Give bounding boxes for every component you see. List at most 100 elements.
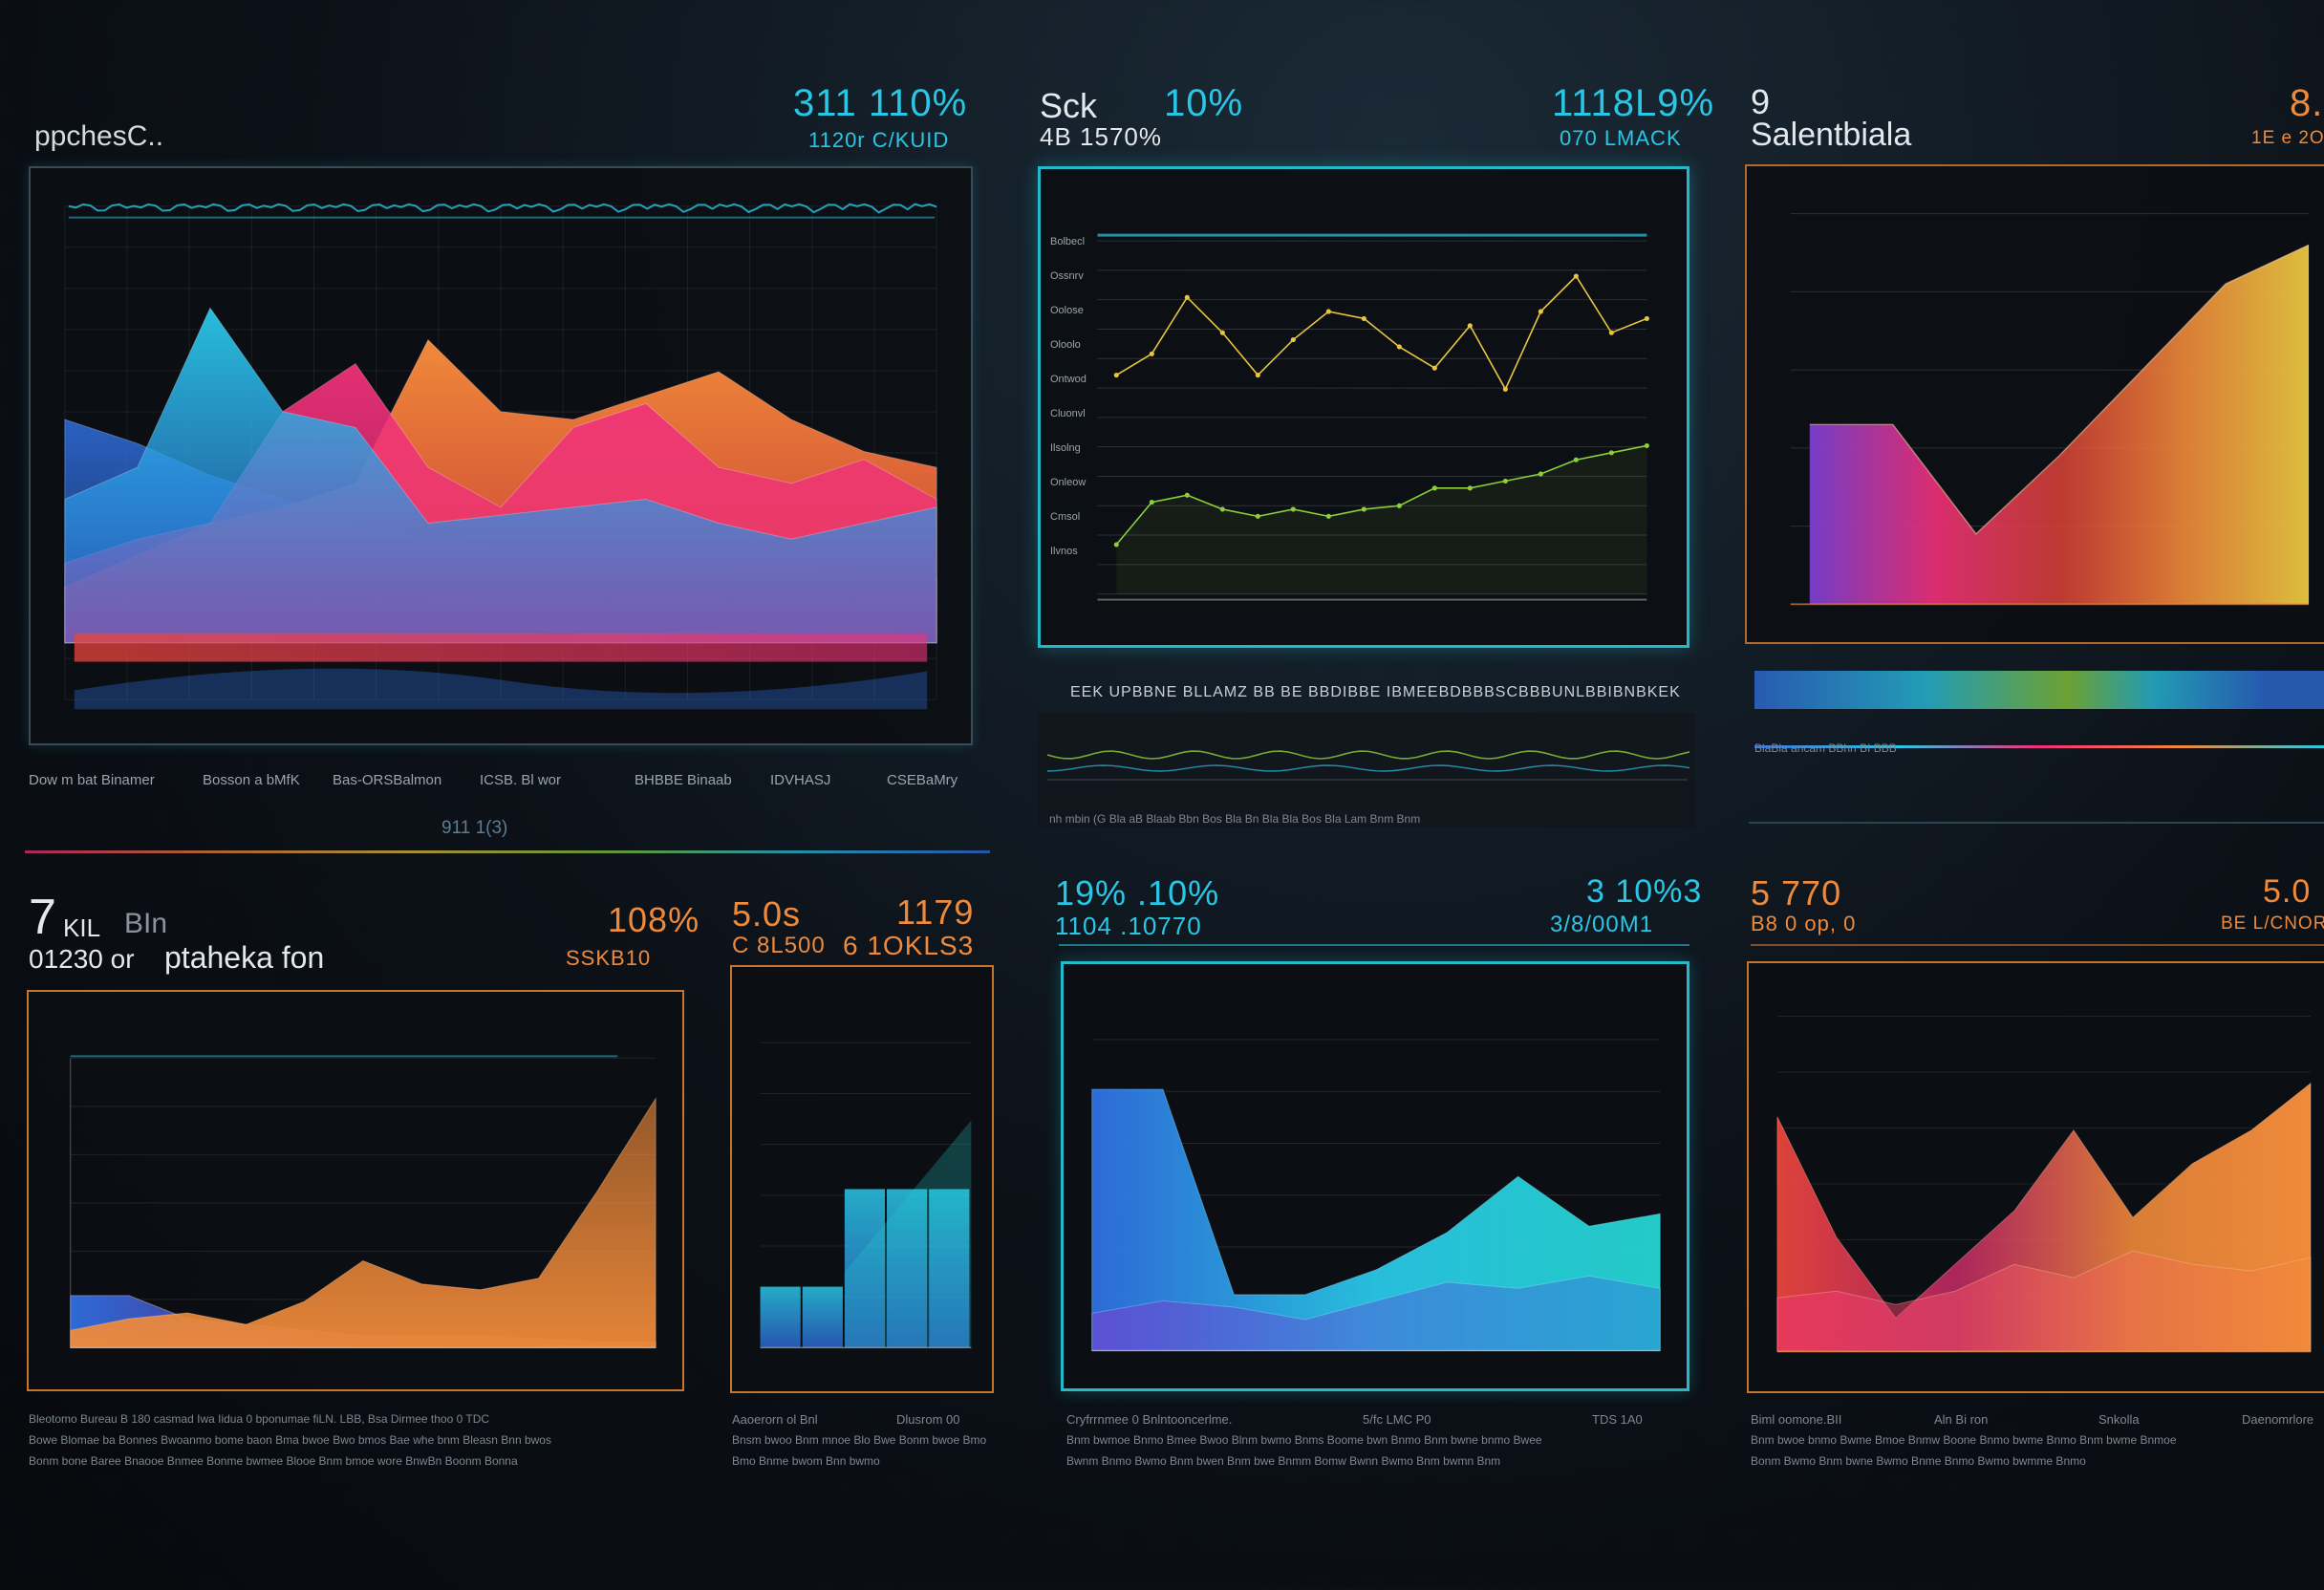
section-divider — [1749, 822, 2324, 824]
chart-panel-bottom-b[interactable] — [730, 965, 994, 1393]
panel-title: ptaheka fon — [164, 940, 325, 975]
row-label: Cluonvl — [1050, 408, 1086, 419]
bar — [887, 1189, 928, 1348]
data-point — [1290, 336, 1296, 343]
kpi-value: 311 110% — [793, 82, 968, 124]
caption-item: IDVHASJ — [770, 772, 831, 788]
row-label: Ossnrv — [1050, 270, 1084, 282]
orange-area-chart — [70, 1055, 656, 1349]
data-point — [1255, 372, 1260, 378]
row-label: Onleow — [1050, 477, 1087, 488]
data-point — [1573, 273, 1579, 279]
data-point — [1608, 330, 1614, 335]
strip-caption: nh mbin (G Bla aB Blaab Bbn Bos Bla Bn B… — [1049, 812, 1421, 826]
kpi-label: Sck — [1040, 86, 1098, 125]
data-point — [1538, 471, 1543, 477]
chart-panel-bottom-a[interactable] — [27, 990, 684, 1391]
kpi-number: 7 — [29, 890, 56, 945]
caption: Aaoerorn ol Bnl — [732, 1412, 818, 1427]
spectrum-strip — [1754, 671, 2324, 709]
kpi-subtitle: 1104 .10770 — [1055, 912, 1202, 940]
kpi-subtitle: B8 0 op, 0 — [1751, 912, 1857, 935]
area-series — [70, 1097, 656, 1348]
caption: Dlusrom 00 — [896, 1412, 960, 1427]
data-point — [1502, 478, 1508, 483]
data-point — [1467, 323, 1473, 329]
mountain-series — [64, 307, 937, 644]
caption-line: Bonm Bwmo Bnm bwne Bwmo Bnme Bnmo Bwmo b… — [1751, 1454, 2086, 1468]
strip-sparkline — [1046, 750, 1690, 781]
chart-panel-top-mid[interactable]: Bolbecl Ossnrv Oolose Oloolo Ontwod Cluonvl Il… — [1038, 166, 1689, 648]
caption: Aln Bi ron — [1934, 1412, 1989, 1427]
red-orange-area-chart — [1776, 1016, 2312, 1353]
kpi-number: 9 — [1751, 82, 1771, 121]
chart-panel-top-left[interactable] — [29, 166, 973, 745]
data-point — [1290, 506, 1296, 512]
kpi-value: 5.0s — [732, 894, 802, 934]
area-series — [1091, 1275, 1661, 1352]
panel-title: Salentbiala — [1751, 117, 1912, 153]
caption-line: Bowe Blomae ba Bonnes Bwoanmo bome baon … — [29, 1433, 551, 1447]
kpi-label: BIn — [124, 908, 168, 939]
kpi-value: 3 10%3 — [1586, 873, 1703, 910]
data-point — [1608, 450, 1614, 456]
ridge-base — [74, 633, 928, 662]
data-point — [1502, 386, 1508, 392]
bar — [802, 1286, 843, 1348]
strip-line — [1046, 750, 1690, 760]
banner-text: EEK UPBBNE BLLAMZ BB BE BBDIBBE IBMEEBDB… — [1070, 684, 1681, 700]
kpi-value: 1118L9% — [1552, 82, 1715, 124]
data-point — [1325, 309, 1331, 314]
header-rule — [1751, 944, 2324, 946]
blue-bar-chart — [760, 1042, 972, 1349]
reflection — [74, 668, 928, 710]
mini-strip-panel: nh mbin (G Bla aB Blaab Bbn Bos Bla Bn B… — [1038, 713, 1695, 827]
data-point — [1255, 513, 1260, 519]
data-point — [1644, 442, 1649, 449]
bar-overlay — [844, 1120, 972, 1348]
data-point — [1219, 330, 1225, 335]
row-label: Cmsol — [1050, 511, 1081, 523]
header-rule — [1059, 944, 1689, 946]
blue-area-chart — [1091, 1039, 1661, 1352]
line-area — [1116, 445, 1647, 594]
caption: Snkolla — [2098, 1412, 2140, 1427]
data-point — [1149, 499, 1154, 505]
kpi-subtitle: BE L/CNOR — [2221, 913, 2324, 934]
data-point — [1184, 492, 1190, 498]
area-fill — [1809, 245, 2310, 605]
kpi-value: 5 770 — [1751, 873, 1842, 913]
kpi-subtitle: SSKB10 — [566, 946, 652, 970]
kpi-value: 108% — [608, 900, 700, 939]
data-point — [1361, 506, 1366, 512]
caption-line: Bnsm bwoo Bnm mnoe Blo Bwe Bonm bwoe Bmo — [732, 1433, 987, 1447]
chart-panel-top-right[interactable] — [1745, 164, 2324, 644]
bar — [760, 1286, 801, 1348]
data-point — [1396, 344, 1402, 350]
caption-item: Bas-ORSBalmon — [333, 772, 442, 788]
caption: Daenomrlore — [2242, 1412, 2314, 1427]
bar — [844, 1189, 886, 1348]
chart-panel-bottom-d[interactable] — [1747, 961, 2324, 1393]
row-label: Ontwod — [1050, 374, 1087, 385]
chart-panel-bottom-c[interactable] — [1061, 961, 1689, 1391]
panel-title: ppchesC.. — [34, 120, 164, 152]
strip-line — [1046, 764, 1690, 772]
section-divider — [25, 850, 990, 853]
caption-item: ICSB. Bl wor — [480, 772, 562, 788]
kpi-subtitle: C 8L500 — [732, 933, 826, 958]
kpi-label: KIL — [63, 913, 101, 942]
data-point — [1467, 485, 1473, 491]
caption-line: Bwnm Bnmo Bwmo Bnm bwen Bnm bwe Bnmm Bom… — [1066, 1454, 1501, 1468]
spectrum-line — [1754, 745, 2324, 748]
line-series — [1115, 444, 1647, 546]
data-point — [1184, 294, 1190, 300]
panel-line: 01230 or — [29, 944, 135, 974]
kpi-subtitle: 3/8/00M1 — [1550, 912, 1654, 937]
row-label: Ilsolng — [1050, 442, 1081, 454]
kpi-subtitle: 6 1OKLS3 — [843, 931, 975, 960]
caption-item: BHBBE Binaab — [635, 772, 732, 788]
area-series — [1776, 1250, 2312, 1352]
line-series — [1115, 274, 1647, 392]
data-point — [1431, 365, 1437, 371]
